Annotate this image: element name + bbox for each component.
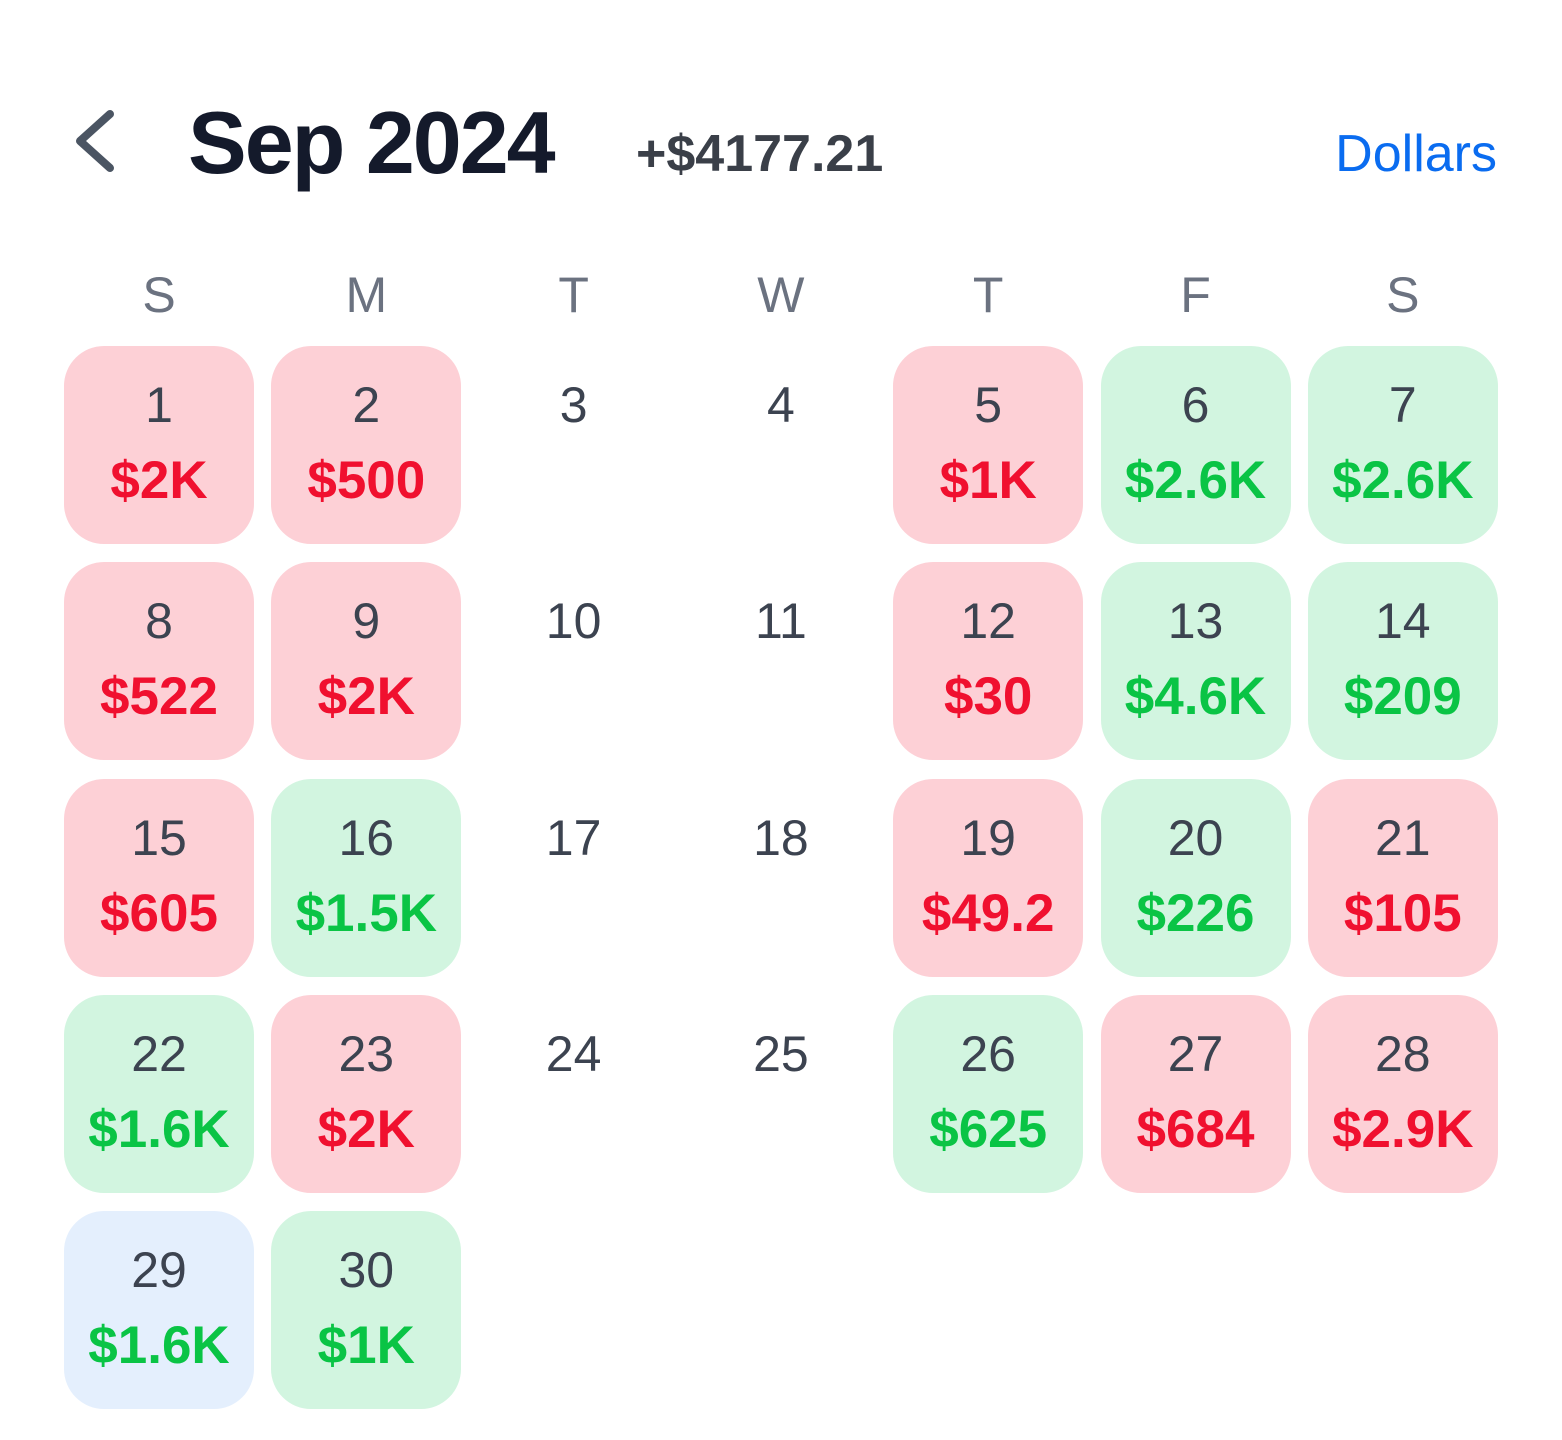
- day-number: 22: [131, 1025, 187, 1082]
- day-amount: $226: [1136, 883, 1255, 943]
- day-number: 23: [338, 1025, 395, 1082]
- day-cell[interactable]: 2 $500: [271, 346, 462, 544]
- day-cell[interactable]: 5 $1K: [893, 346, 1084, 544]
- day-amount: $2.6K: [1124, 451, 1267, 510]
- day-amount: $684: [1136, 1099, 1255, 1159]
- day-cell[interactable]: 12 $30: [893, 562, 1084, 761]
- day-number: 27: [1167, 1025, 1224, 1082]
- day-number: 30: [338, 1242, 395, 1299]
- day-amount: $2K: [317, 667, 415, 727]
- day-cell[interactable]: 23 $2K: [271, 994, 462, 1193]
- day-amount: $49.2: [921, 883, 1055, 943]
- day-amount: $2.9K: [1332, 1099, 1474, 1159]
- day-cell[interactable]: 16 $1.5K: [271, 778, 462, 977]
- day-number: 10: [545, 593, 602, 650]
- day-cell[interactable]: 6 $2.6K: [1100, 346, 1291, 544]
- day-amount: $30: [943, 667, 1033, 727]
- day-cell[interactable]: 27 $684: [1100, 994, 1291, 1193]
- day-number: 18: [753, 809, 809, 866]
- day-amount: $2.6K: [1332, 451, 1474, 510]
- day-number: 24: [545, 1025, 602, 1082]
- day-number: 17: [545, 809, 602, 866]
- day-cell[interactable]: 21 $105: [1307, 778, 1498, 977]
- day-number: 20: [1167, 809, 1224, 866]
- day-amount: $1K: [317, 1316, 415, 1376]
- day-cell[interactable]: 22 $1.6K: [64, 994, 254, 1193]
- day-number: 7: [1388, 377, 1417, 433]
- day-cell[interactable]: 15 $605: [64, 778, 254, 977]
- day-cell[interactable]: 13 $4.6K: [1100, 562, 1291, 761]
- day-cell[interactable]: 18: [686, 779, 876, 977]
- back-button[interactable]: [70, 108, 120, 174]
- day-amount: $209: [1343, 667, 1462, 727]
- weekday-label: M: [345, 267, 388, 323]
- day-amount: $4.6K: [1124, 667, 1267, 727]
- day-cell[interactable]: 24: [479, 995, 669, 1193]
- day-cell[interactable]: 29 $1.6K: [64, 1211, 254, 1410]
- day-number: 15: [131, 809, 187, 866]
- day-number: 5: [974, 377, 1003, 433]
- day-number: 21: [1374, 809, 1431, 866]
- day-cell[interactable]: 11: [686, 562, 876, 760]
- month-total: +$4177.21: [636, 125, 884, 183]
- day-cell[interactable]: 26 $625: [893, 994, 1084, 1193]
- day-cell[interactable]: 9 $2K: [271, 562, 462, 761]
- day-amount: $605: [100, 883, 218, 943]
- weekday-label: W: [757, 267, 805, 323]
- day-number: 28: [1374, 1025, 1431, 1082]
- day-number: 8: [145, 593, 173, 650]
- day-amount: $2K: [317, 1099, 415, 1159]
- day-cell[interactable]: 19 $49.2: [893, 778, 1084, 977]
- day-number: 13: [1167, 593, 1224, 650]
- day-cell[interactable]: 10: [479, 562, 669, 760]
- day-number: 2: [352, 377, 381, 433]
- day-amount: $1K: [939, 451, 1037, 510]
- day-amount: $522: [100, 667, 218, 727]
- day-amount: $1.5K: [295, 883, 438, 943]
- day-cell[interactable]: 30 $1K: [271, 1211, 462, 1410]
- day-amount: $2K: [110, 451, 208, 510]
- day-cell[interactable]: 8 $522: [64, 562, 254, 761]
- weekday-label: T: [972, 267, 1004, 323]
- day-number: 12: [960, 593, 1016, 650]
- day-cell[interactable]: 25: [686, 995, 876, 1193]
- day-amount: $625: [929, 1099, 1048, 1159]
- day-number: 16: [338, 809, 395, 866]
- day-number: 6: [1181, 377, 1210, 433]
- day-amount: $105: [1343, 883, 1462, 943]
- day-number: 4: [766, 377, 795, 433]
- day-number: 9: [352, 593, 381, 650]
- day-number: 14: [1374, 593, 1431, 650]
- day-amount: $1.6K: [88, 1099, 230, 1159]
- weekday-label: T: [558, 267, 589, 323]
- day-cell[interactable]: 1 $2K: [64, 346, 254, 544]
- day-cell[interactable]: 14 $209: [1307, 562, 1498, 761]
- day-cell[interactable]: 4: [686, 346, 876, 544]
- day-cell[interactable]: 3: [479, 346, 669, 544]
- unit-toggle[interactable]: Dollars: [1335, 125, 1497, 183]
- day-cell[interactable]: 17: [479, 779, 669, 977]
- day-amount: $500: [307, 451, 426, 510]
- day-number: 1: [145, 377, 173, 433]
- day-cell[interactable]: 7 $2.6K: [1307, 346, 1498, 544]
- day-cell[interactable]: 20 $226: [1100, 778, 1291, 977]
- weekday-label: S: [142, 267, 176, 323]
- weekday-label: S: [1386, 267, 1420, 323]
- day-number: 11: [754, 593, 807, 650]
- day-number: 25: [753, 1025, 809, 1082]
- day-number: 26: [960, 1025, 1016, 1082]
- weekday-label: F: [1180, 267, 1211, 323]
- month-title: Sep 2024: [188, 93, 556, 192]
- day-amount: $1.6K: [88, 1316, 230, 1376]
- day-number: 19: [960, 809, 1016, 866]
- day-number: 29: [131, 1242, 187, 1299]
- day-number: 3: [559, 377, 588, 433]
- day-cell[interactable]: 28 $2.9K: [1307, 994, 1498, 1193]
